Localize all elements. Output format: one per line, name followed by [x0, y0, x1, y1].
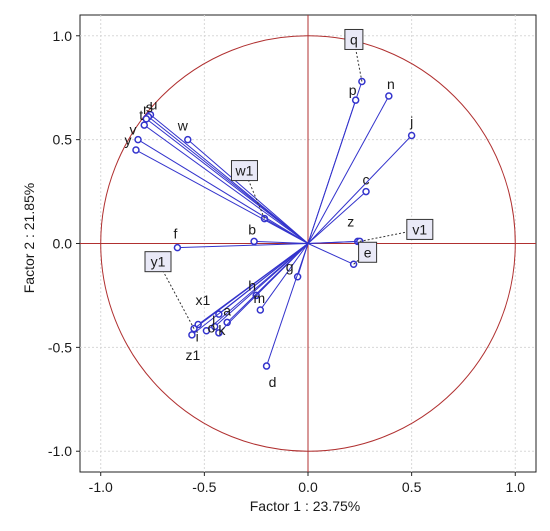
point-d — [262, 362, 271, 370]
label-f: f — [173, 226, 177, 242]
vector-c — [307, 191, 367, 244]
vector-t — [143, 124, 309, 244]
label-m: m — [253, 290, 265, 306]
label-q: q — [350, 31, 358, 47]
label-r: r — [143, 101, 148, 117]
point-c — [362, 187, 370, 196]
leader-y1 — [157, 261, 195, 329]
point-t — [140, 121, 149, 129]
label-s: s — [146, 99, 153, 115]
vector-y — [135, 149, 309, 244]
x-tick-label: 0.0 — [298, 479, 318, 495]
label-v1: v1 — [412, 221, 427, 237]
point-o — [202, 326, 211, 335]
label-a: a — [223, 302, 231, 318]
point-v — [134, 135, 142, 144]
label-y1: y1 — [151, 254, 166, 270]
point-a — [223, 318, 231, 327]
loading-vectors — [132, 77, 416, 370]
vector-m — [259, 243, 309, 311]
vector-r — [146, 118, 309, 244]
label-u: u — [150, 97, 158, 113]
y-axis-title: Factor 2 : 21.85% — [21, 183, 37, 294]
y-tick-label: 1.0 — [53, 28, 73, 44]
x-tick-label: -1.0 — [89, 479, 113, 495]
label-box-q — [344, 28, 364, 50]
vector-b — [254, 240, 309, 244]
label-n: n — [387, 76, 395, 92]
label-l: l — [212, 313, 215, 329]
label-d: d — [269, 374, 277, 390]
x-tick-label: 0.5 — [402, 479, 422, 495]
tick-labels: -1.0 -0.5 0.0 0.5 1.0 1.0 0.5 0.0 -0.5 -1.0 — [48, 28, 525, 495]
point-b — [250, 237, 258, 246]
label-box-v1 — [406, 218, 434, 240]
label-x1: x1 — [195, 292, 210, 308]
vector-w — [187, 139, 309, 244]
label-k: k — [218, 322, 226, 338]
y-tick-label: 0.0 — [53, 236, 73, 252]
vector-f — [177, 243, 309, 249]
point-w — [184, 135, 192, 144]
vector-v1 — [307, 240, 360, 244]
label-h: h — [248, 277, 256, 293]
label-z: z — [347, 213, 354, 229]
vector-n — [307, 95, 390, 244]
y-tick-label: 0.5 — [53, 132, 73, 148]
point-y — [132, 146, 140, 154]
label-e: e — [364, 244, 372, 260]
point-r — [142, 115, 151, 123]
point-z1 — [188, 331, 196, 339]
vector-e — [307, 243, 354, 265]
leader-w1 — [244, 170, 265, 219]
label-i: i — [196, 329, 199, 345]
label-y: y — [124, 132, 131, 148]
x-tick-label: 1.0 — [506, 479, 526, 495]
label-box-y1 — [144, 251, 172, 273]
label-w1: w1 — [235, 163, 254, 179]
label-j: j — [409, 113, 413, 129]
label-g: g — [286, 259, 294, 275]
point-p — [351, 96, 360, 104]
x-axis-title: Factor 1 : 23.75% — [250, 498, 361, 514]
point-f — [173, 243, 182, 252]
y-tick-label: -0.5 — [48, 339, 72, 355]
label-box-e — [358, 241, 378, 263]
label-z1: z1 — [186, 347, 201, 363]
label-t: t — [139, 107, 143, 123]
point-m — [256, 306, 265, 314]
vector-z1 — [191, 243, 309, 336]
vector-o — [206, 243, 309, 332]
vector-v — [137, 139, 309, 244]
label-c: c — [363, 172, 370, 188]
point-j — [407, 131, 416, 140]
unit-circle — [100, 35, 516, 452]
leader-q — [353, 39, 363, 82]
label-o: o — [208, 320, 216, 336]
point-k — [215, 329, 223, 337]
label-p: p — [349, 82, 357, 98]
correlation-circle — [100, 35, 516, 452]
vector-k — [218, 243, 309, 334]
vector-j — [307, 135, 412, 244]
label-box-w1 — [230, 160, 258, 182]
label-b: b — [248, 221, 256, 237]
x-tick-label: -0.5 — [192, 479, 216, 495]
y-tick-label: -1.0 — [48, 443, 72, 459]
vector-y1 — [193, 243, 309, 330]
label-v: v — [130, 122, 137, 138]
vector-d — [266, 243, 309, 367]
point-n — [385, 92, 393, 100]
label-w: w — [177, 118, 189, 134]
vector-p — [307, 100, 357, 244]
